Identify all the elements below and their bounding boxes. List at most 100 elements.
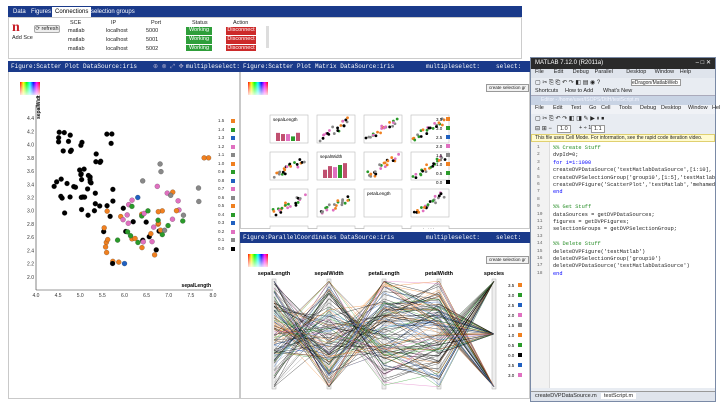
cell-zoom-b[interactable]: 1.1: [591, 125, 605, 133]
matrix-point: [386, 159, 390, 163]
matrix-point: [346, 195, 350, 199]
tab-testScript[interactable]: testScript.m: [601, 393, 637, 399]
scatter-matrix-chart[interactable]: sepalLength sepalWidth petalLength petalWid…: [240, 95, 530, 229]
menu-window[interactable]: Window: [654, 69, 675, 75]
legend-swatch[interactable]: [231, 204, 235, 208]
legend-swatch[interactable]: [231, 136, 235, 140]
matrix-point: [373, 174, 377, 178]
code-line[interactable]: figures = getDVPFigures;: [553, 219, 630, 225]
code-line[interactable]: createDVPFigure('ScatterPlot','testMatla…: [553, 182, 716, 188]
legend-swatch[interactable]: [231, 170, 235, 174]
code-line[interactable]: for i=1:1000: [553, 159, 592, 166]
current-folder-field[interactable]: eDragon/MatlabWeb: [631, 79, 681, 86]
parallel-color-scale-icon[interactable]: [248, 254, 268, 267]
code-line[interactable]: createDVPSelectionGroup('group10',[1:5],…: [553, 174, 716, 181]
matrix-legend-swatch: [446, 135, 450, 139]
menu-file[interactable]: File: [535, 69, 544, 75]
editor-menu-cell[interactable]: Cell: [601, 105, 611, 111]
refresh-button[interactable]: ⟳ refresh: [34, 25, 60, 33]
editor-menu-go[interactable]: Go: [589, 105, 597, 111]
code-line[interactable]: %% Create Stuff: [553, 145, 601, 151]
code-editor[interactable]: 1 %% Create Stuff 2 dvpId=0; 3 for i=1:1000 4 c…: [531, 142, 715, 388]
matrix-color-scale-icon[interactable]: [248, 82, 268, 95]
tab-selection-groups[interactable]: selection groups: [91, 9, 135, 15]
row1-disconnect-button[interactable]: Disconnect: [226, 27, 256, 35]
code-line[interactable]: deleteDVPFigure('testMatlab'): [553, 248, 646, 255]
line-number: 8: [537, 196, 540, 202]
matrix-diag-label: sepalLength: [273, 117, 298, 122]
scatter-toolbar-icons[interactable]: ⊕ ⊗ ⤢ ✥: [153, 63, 184, 70]
tab-connections[interactable]: Connections: [52, 7, 92, 17]
code-line[interactable]: end: [553, 270, 563, 277]
parallel-create-selection-button[interactable]: create selection gr: [486, 256, 529, 264]
legend-swatch[interactable]: [231, 127, 235, 132]
legend-swatch[interactable]: [231, 246, 235, 251]
menu-debug[interactable]: Debug: [572, 69, 589, 75]
legend-swatch[interactable]: [231, 221, 235, 225]
scatter-point: [65, 138, 72, 144]
scatter-point: [104, 249, 110, 256]
cell-plus-icon[interactable]: + ÷ 1.1 ×: [579, 125, 601, 131]
matrix-point: [293, 161, 296, 164]
shortcuts-bar: Shortcuts How to Add What's New: [531, 87, 715, 96]
menu-desktop[interactable]: Desktop: [626, 69, 647, 75]
how-to-add-link[interactable]: How to Add: [565, 88, 594, 94]
row2-disconnect-button[interactable]: Disconnect: [226, 36, 256, 44]
tab-createDVPDataSource[interactable]: createDVPDataSource.m: [535, 393, 597, 399]
legend-swatch[interactable]: [231, 119, 235, 123]
code-line[interactable]: createDVPDataSource('testMatlabDataSourc…: [553, 167, 712, 174]
parallel-legend-swatch: [518, 343, 522, 347]
matrix-legend-swatch: [446, 171, 450, 175]
tab-figures[interactable]: Figures: [31, 9, 52, 15]
menu-help[interactable]: Help: [679, 69, 692, 75]
code-line[interactable]: end: [553, 189, 563, 196]
color-scale-icon[interactable]: [20, 82, 40, 95]
legend-swatch[interactable]: [231, 195, 235, 200]
tab-data[interactable]: Data: [13, 9, 26, 15]
code-line[interactable]: deleteDVPDataSource('testMatlabDataSourc…: [553, 263, 690, 270]
row2-port: 5001: [146, 37, 159, 43]
shortcuts-label[interactable]: Shortcuts: [535, 88, 559, 94]
editor-menu-tools[interactable]: Tools: [619, 105, 632, 111]
row3-disconnect-button[interactable]: Disconnect: [226, 45, 256, 51]
legend-swatch[interactable]: [231, 229, 235, 234]
editor-menu-file[interactable]: File: [535, 105, 544, 111]
editor-menu-help[interactable]: Help: [712, 105, 720, 111]
editor-toolbar-icons[interactable]: ▢ ✂ ⎘ ↶ ↷ ◧ ◨ ✎ ▶ ⏸ ⏹: [535, 116, 605, 122]
window-controls-icon[interactable]: – □ ✕: [695, 60, 711, 66]
code-line[interactable]: dvpId=0;: [553, 152, 579, 159]
scatter-point: [104, 208, 110, 214]
legend-swatch[interactable]: [231, 178, 235, 183]
code-line[interactable]: %% Delete Stuff: [553, 241, 601, 248]
cell-icons[interactable]: ⊟ ⊞ −: [535, 126, 552, 132]
legend-swatch[interactable]: [231, 144, 235, 149]
connections-scrollbar[interactable]: [266, 26, 269, 48]
matrix-create-selection-button[interactable]: create selection gr: [486, 84, 529, 92]
legend-swatch[interactable]: [231, 212, 235, 217]
code-line[interactable]: %% Get Stuff: [553, 204, 592, 211]
toolbar-icons[interactable]: ▢ ✂ ⎘ ⎗ ↶ ↷ ◧ ▤ ◉ ?: [535, 80, 601, 86]
cell-zoom-a[interactable]: 1.0: [557, 125, 571, 133]
menu-edit[interactable]: Edit: [553, 69, 564, 75]
parallel-coordinates-chart[interactable]: sepalLength sepalWidth petalLength petalWid…: [240, 265, 530, 399]
code-line[interactable]: deleteDVPSelectionGroup('group10'): [553, 256, 662, 262]
editor-menu-desktop[interactable]: Desktop: [661, 105, 682, 111]
histogram-bar: [281, 134, 285, 141]
editor-menu-window[interactable]: Window: [688, 105, 708, 111]
legend-swatch[interactable]: [231, 153, 235, 157]
code-line[interactable]: selectionGroups = getDVPSelectionGroup;: [553, 226, 677, 233]
editor-menu-edit[interactable]: Edit: [553, 105, 563, 111]
legend-swatch[interactable]: [231, 187, 235, 191]
legend-swatch[interactable]: [231, 161, 235, 166]
whats-new-link[interactable]: What's New: [603, 88, 633, 94]
menu-parallel[interactable]: Parallel: [594, 69, 613, 75]
editor-menu-text[interactable]: Text: [571, 105, 582, 111]
matrix-legend-swatch: [446, 153, 450, 157]
code-line[interactable]: dataSources = getDVPDataSources;: [553, 211, 655, 218]
add-sce-label[interactable]: Add Sce: [12, 35, 33, 41]
scatter-chart[interactable]: 4.0 4.5 5.0 5.5 6.0 6.5 7.0 7.5 8.0 2.0 2.2 2.4 2.6 2…: [8, 95, 240, 310]
scatter-point: [51, 183, 57, 190]
parallel-titlebar: Figure:ParallelCoordinates DataSource:ir…: [240, 232, 530, 243]
editor-menu-debug[interactable]: Debug: [640, 105, 657, 111]
legend-swatch[interactable]: [231, 238, 235, 242]
